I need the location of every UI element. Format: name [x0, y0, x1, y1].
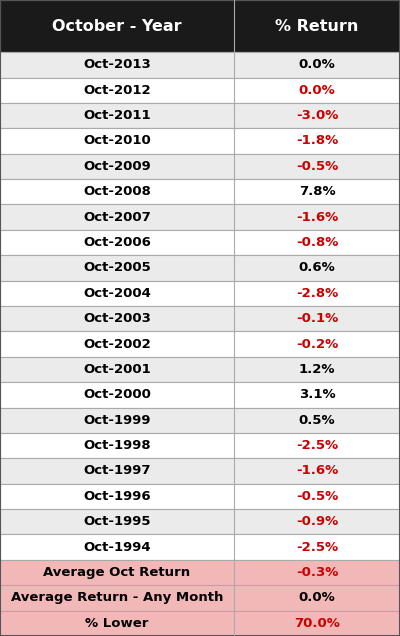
Text: -0.2%: -0.2% — [296, 338, 338, 350]
Bar — [0, 78, 400, 103]
Text: 0.5%: 0.5% — [299, 414, 335, 427]
Text: Oct-2002: Oct-2002 — [83, 338, 151, 350]
Text: Oct-2004: Oct-2004 — [83, 287, 151, 300]
Text: Oct-2011: Oct-2011 — [83, 109, 151, 122]
Text: 1.2%: 1.2% — [299, 363, 335, 376]
Text: -0.8%: -0.8% — [296, 236, 338, 249]
Text: -1.8%: -1.8% — [296, 134, 338, 148]
Text: -3.0%: -3.0% — [296, 109, 338, 122]
Bar — [0, 484, 400, 509]
Text: Oct-2006: Oct-2006 — [83, 236, 151, 249]
Bar — [0, 0, 400, 52]
Bar — [0, 611, 400, 636]
Text: -2.5%: -2.5% — [296, 541, 338, 554]
Bar — [0, 459, 400, 484]
Bar — [0, 433, 400, 459]
Bar — [0, 585, 400, 611]
Bar — [0, 306, 400, 331]
Bar — [0, 154, 400, 179]
Text: -0.9%: -0.9% — [296, 515, 338, 529]
Text: 70.0%: 70.0% — [294, 617, 340, 630]
Bar — [0, 534, 400, 560]
Text: Average Oct Return: Average Oct Return — [44, 566, 190, 579]
Text: -0.5%: -0.5% — [296, 490, 338, 503]
Bar — [0, 103, 400, 128]
Text: Oct-2013: Oct-2013 — [83, 59, 151, 71]
Bar — [0, 331, 400, 357]
Text: Oct-1997: Oct-1997 — [83, 464, 151, 478]
Text: Oct-2012: Oct-2012 — [83, 84, 151, 97]
Bar — [0, 52, 400, 78]
Text: Oct-1999: Oct-1999 — [83, 414, 151, 427]
Text: October - Year: October - Year — [52, 18, 182, 34]
Text: Oct-2005: Oct-2005 — [83, 261, 151, 274]
Text: 0.6%: 0.6% — [299, 261, 335, 274]
Bar — [0, 382, 400, 408]
Bar — [0, 280, 400, 306]
Text: 3.1%: 3.1% — [299, 389, 335, 401]
Bar — [0, 408, 400, 433]
Text: Oct-1996: Oct-1996 — [83, 490, 151, 503]
Text: % Return: % Return — [275, 18, 359, 34]
Bar — [0, 204, 400, 230]
Text: Oct-2000: Oct-2000 — [83, 389, 151, 401]
Text: Oct-1995: Oct-1995 — [83, 515, 151, 529]
Text: 0.0%: 0.0% — [299, 591, 335, 604]
Bar — [0, 128, 400, 154]
Text: 0.0%: 0.0% — [299, 59, 335, 71]
Bar — [0, 179, 400, 204]
Bar — [0, 230, 400, 255]
Text: Oct-2001: Oct-2001 — [83, 363, 151, 376]
Text: -0.5%: -0.5% — [296, 160, 338, 173]
Bar — [0, 357, 400, 382]
Text: Oct-1994: Oct-1994 — [83, 541, 151, 554]
Bar — [0, 560, 400, 585]
Text: Oct-2003: Oct-2003 — [83, 312, 151, 325]
Text: Oct-2007: Oct-2007 — [83, 211, 151, 224]
Text: Oct-1998: Oct-1998 — [83, 439, 151, 452]
Text: 0.0%: 0.0% — [299, 84, 335, 97]
Text: -1.6%: -1.6% — [296, 211, 338, 224]
Text: % Lower: % Lower — [85, 617, 149, 630]
Text: Oct-2008: Oct-2008 — [83, 185, 151, 198]
Text: Oct-2009: Oct-2009 — [83, 160, 151, 173]
Text: -2.5%: -2.5% — [296, 439, 338, 452]
Text: -1.6%: -1.6% — [296, 464, 338, 478]
Text: 7.8%: 7.8% — [299, 185, 335, 198]
Text: Oct-2010: Oct-2010 — [83, 134, 151, 148]
Text: -0.1%: -0.1% — [296, 312, 338, 325]
Text: Average Return - Any Month: Average Return - Any Month — [11, 591, 223, 604]
Bar — [0, 509, 400, 534]
Bar — [0, 255, 400, 280]
Text: -0.3%: -0.3% — [296, 566, 338, 579]
Text: -2.8%: -2.8% — [296, 287, 338, 300]
